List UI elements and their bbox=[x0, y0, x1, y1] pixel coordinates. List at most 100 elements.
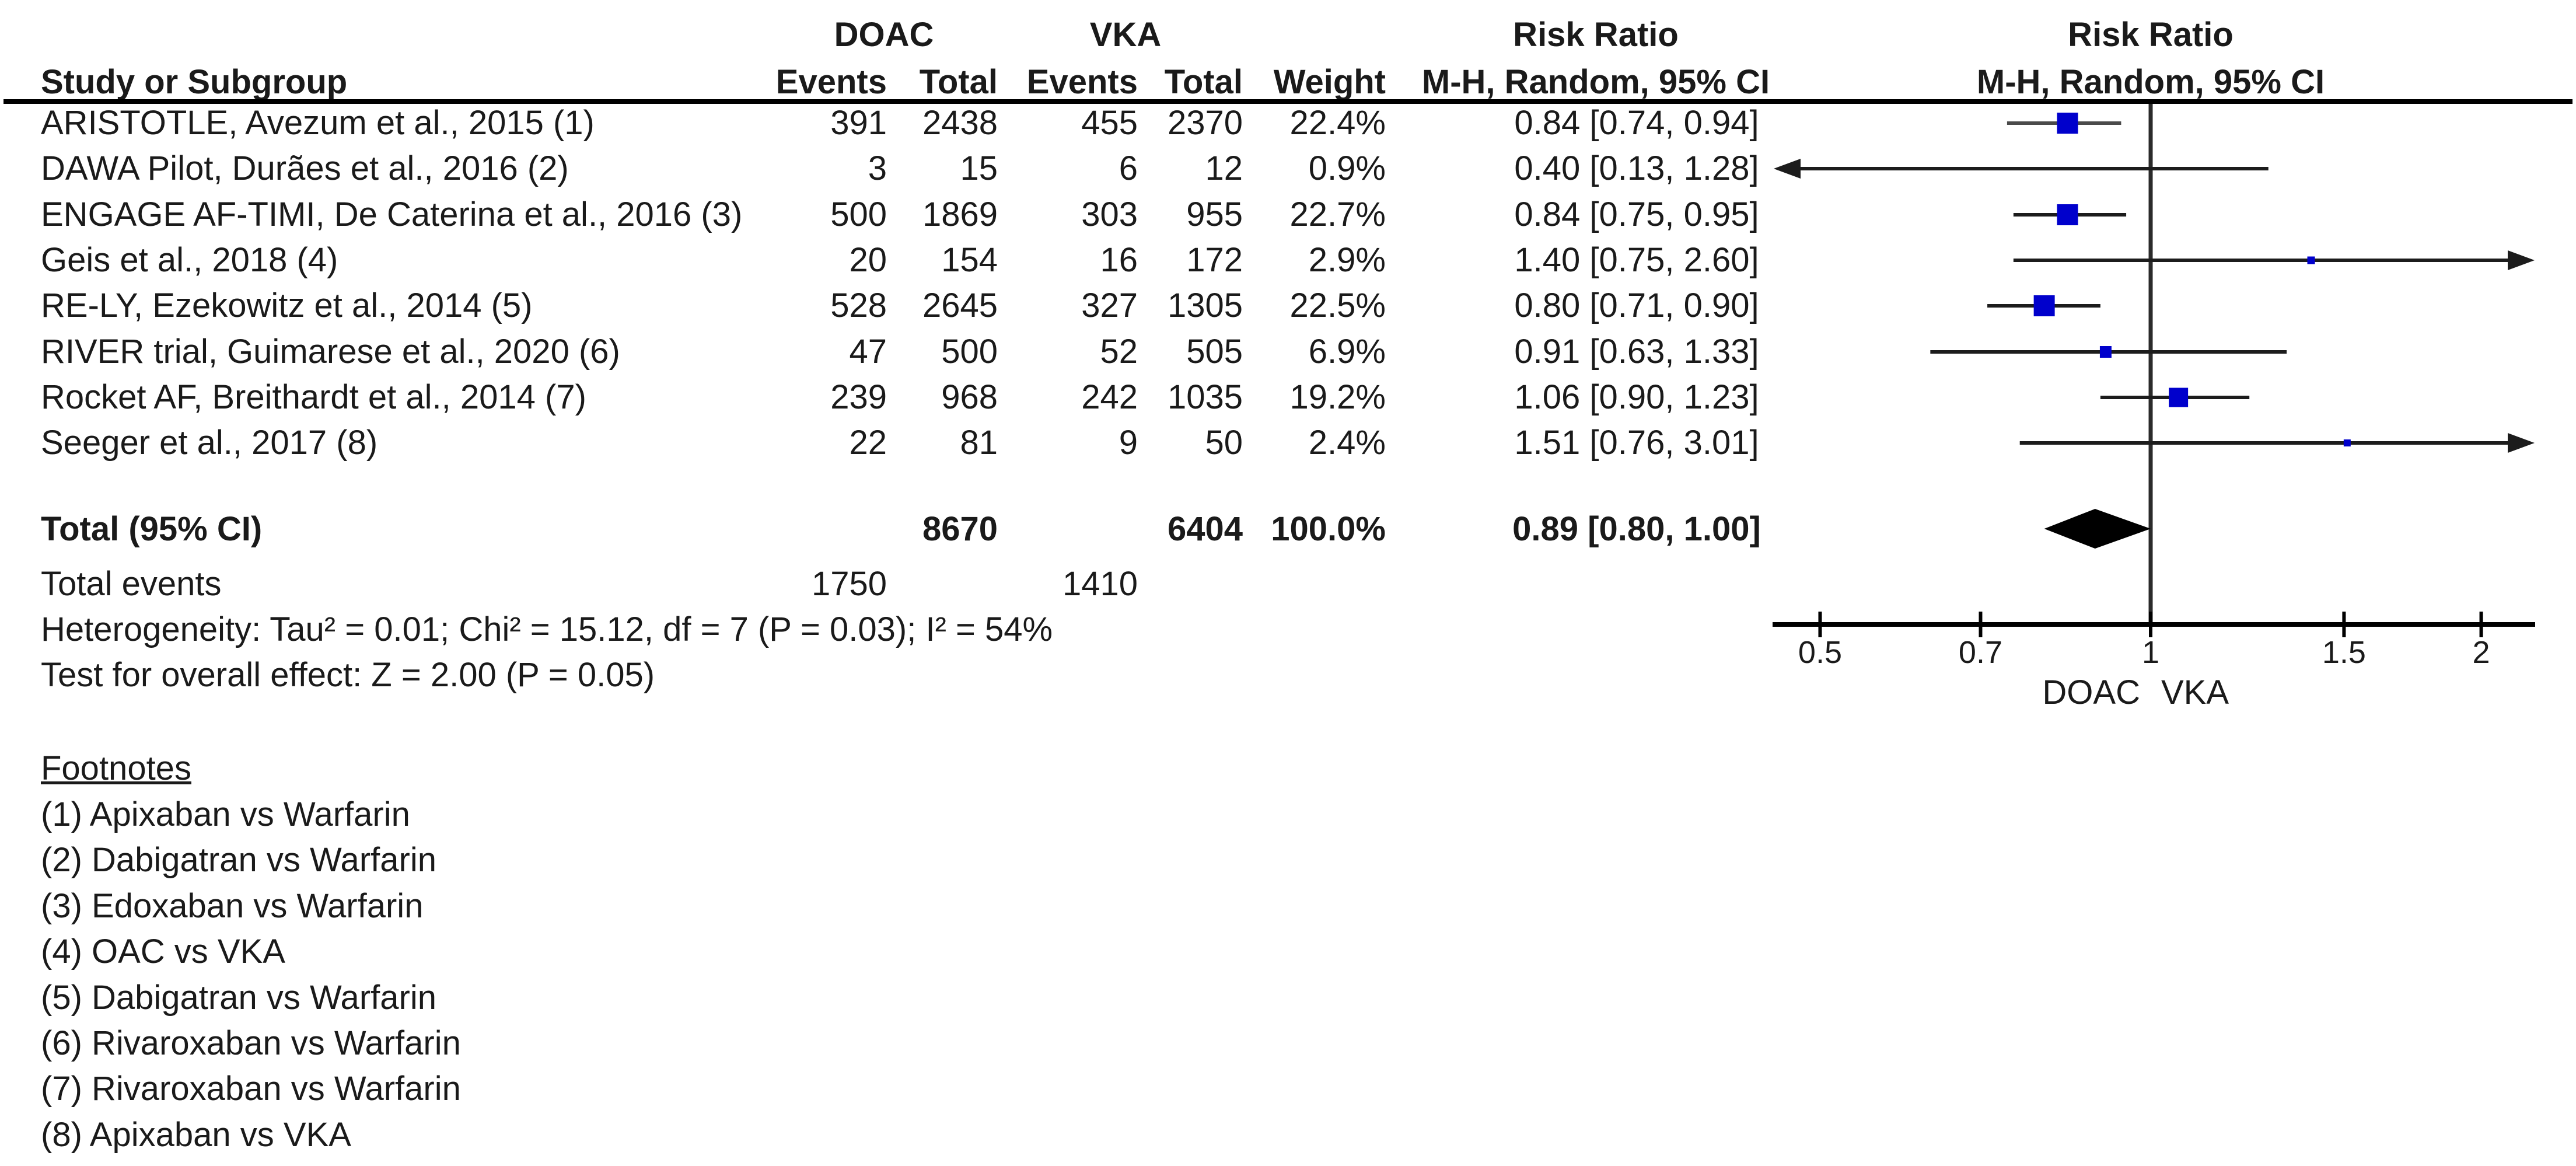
doac-events: 20 bbox=[849, 241, 887, 279]
vka-events: 327 bbox=[1081, 287, 1138, 324]
vka-total: 955 bbox=[1186, 196, 1243, 233]
vka-events: 242 bbox=[1081, 378, 1138, 416]
axis-tick-label: 0.5 bbox=[1798, 635, 1842, 670]
vka-events: 52 bbox=[1100, 333, 1138, 371]
axis-tick-label: 1.5 bbox=[2322, 635, 2366, 670]
footnote-item: (2) Dabigatran vs Warfarin bbox=[41, 841, 436, 879]
study-name: RE-LY, Ezekowitz et al., 2014 (5) bbox=[41, 287, 533, 324]
risk-ratio-header-right: Risk Ratio bbox=[2068, 16, 2234, 54]
study-name: Rocket AF, Breithardt et al., 2014 (7) bbox=[41, 378, 586, 416]
total-vka-n: 6404 bbox=[1167, 510, 1243, 548]
doac-events: 391 bbox=[830, 104, 887, 142]
footnote-item: (1) Apixaban vs Warfarin bbox=[41, 795, 410, 833]
study-ci-text: 0.84 [0.75, 0.95] bbox=[1514, 196, 1759, 233]
doac-total: 2438 bbox=[922, 104, 998, 142]
column-group-doac: DOAC bbox=[834, 16, 934, 54]
footnote-item: (4) OAC vs VKA bbox=[41, 933, 285, 970]
ci-arrow-right bbox=[2508, 250, 2535, 270]
study-name: ARISTOTLE, Avezum et al., 2015 (1) bbox=[41, 104, 595, 142]
total-doac-n: 8670 bbox=[922, 510, 998, 548]
ci-arrow-right bbox=[2508, 433, 2535, 453]
total-events-doac: 1750 bbox=[811, 565, 887, 603]
footnote-item: (3) Edoxaban vs Warfarin bbox=[41, 887, 424, 925]
effect-square bbox=[2057, 113, 2078, 134]
vka-total: 1305 bbox=[1167, 287, 1243, 324]
heterogeneity-line: Heterogeneity: Tau² = 0.01; Chi² = 15.12… bbox=[41, 610, 1053, 648]
method-ci-header-right: M-H, Random, 95% CI bbox=[1976, 63, 2325, 101]
effect-square bbox=[2057, 204, 2078, 225]
doac-total-header: Total bbox=[919, 63, 998, 101]
effect-square bbox=[2099, 346, 2112, 358]
total-ci-text: 0.89 [0.80, 1.00] bbox=[1512, 510, 1761, 548]
study-weight: 22.5% bbox=[1289, 287, 1386, 324]
effect-square bbox=[2343, 439, 2351, 446]
vka-total: 12 bbox=[1205, 149, 1243, 187]
doac-events: 528 bbox=[830, 287, 887, 324]
study-name: DAWA Pilot, Durães et al., 2016 (2) bbox=[41, 149, 569, 187]
favors-doac-label: DOAC bbox=[2042, 673, 2140, 711]
doac-total: 1869 bbox=[922, 196, 998, 233]
vka-events: 9 bbox=[1119, 424, 1138, 462]
study-ci-text: 1.06 [0.90, 1.23] bbox=[1514, 378, 1759, 416]
study-weight: 0.9% bbox=[1308, 149, 1386, 187]
axis-tick-label: 1 bbox=[2141, 635, 2160, 670]
footnote-item: (5) Dabigatran vs Warfarin bbox=[41, 979, 436, 1017]
study-weight: 2.4% bbox=[1308, 424, 1386, 462]
effect-square bbox=[2169, 387, 2189, 407]
study-weight: 2.9% bbox=[1308, 241, 1386, 279]
study-name: RIVER trial, Guimarese et al., 2020 (6) bbox=[41, 333, 620, 371]
study-weight: 22.4% bbox=[1289, 104, 1386, 142]
footnote-item: (7) Rivaroxaban vs Warfarin bbox=[41, 1070, 461, 1108]
risk-ratio-header-left: Risk Ratio bbox=[1513, 16, 1679, 54]
vka-events: 303 bbox=[1081, 196, 1138, 233]
study-weight: 22.7% bbox=[1289, 196, 1386, 233]
study-ci-text: 1.51 [0.76, 3.01] bbox=[1514, 424, 1759, 462]
doac-events: 3 bbox=[868, 149, 887, 187]
effect-square bbox=[2033, 295, 2055, 316]
doac-total: 500 bbox=[941, 333, 998, 371]
study-ci-text: 0.91 [0.63, 1.33] bbox=[1514, 333, 1759, 371]
column-group-vka: VKA bbox=[1089, 16, 1162, 54]
study-column-header: Study or Subgroup bbox=[41, 63, 348, 101]
vka-total: 172 bbox=[1186, 241, 1243, 279]
study-weight: 19.2% bbox=[1289, 378, 1386, 416]
study-ci-text: 0.84 [0.74, 0.94] bbox=[1514, 104, 1759, 142]
study-ci-text: 1.40 [0.75, 2.60] bbox=[1514, 241, 1759, 279]
doac-events: 47 bbox=[849, 333, 887, 371]
total-label: Total (95% CI) bbox=[41, 510, 263, 548]
study-weight: 6.9% bbox=[1308, 333, 1386, 371]
ci-arrow-left bbox=[1774, 159, 1801, 179]
vka-total-header: Total bbox=[1164, 63, 1243, 101]
doac-total: 154 bbox=[941, 241, 998, 279]
vka-total: 1035 bbox=[1167, 378, 1243, 416]
doac-total: 15 bbox=[960, 149, 998, 187]
axis-tick-label: 2 bbox=[2472, 635, 2490, 670]
vka-total: 50 bbox=[1205, 424, 1243, 462]
vka-total: 2370 bbox=[1167, 104, 1243, 142]
vka-events: 455 bbox=[1081, 104, 1138, 142]
header-rule bbox=[4, 99, 2572, 104]
footnote-item: (8) Apixaban vs VKA bbox=[41, 1116, 351, 1154]
method-ci-header-left: M-H, Random, 95% CI bbox=[1421, 63, 1770, 101]
effect-square bbox=[2307, 256, 2315, 264]
study-ci-text: 0.40 [0.13, 1.28] bbox=[1514, 149, 1759, 187]
doac-events: 22 bbox=[849, 424, 887, 462]
vka-total: 505 bbox=[1186, 333, 1243, 371]
pooled-diamond bbox=[2044, 509, 2151, 549]
study-name: Geis et al., 2018 (4) bbox=[41, 241, 338, 279]
study-ci-text: 0.80 [0.71, 0.90] bbox=[1514, 287, 1759, 324]
axis-tick-label: 0.7 bbox=[1958, 635, 2003, 670]
total-weight: 100.0% bbox=[1271, 510, 1386, 548]
vka-events-header: Events bbox=[1026, 63, 1138, 101]
weight-header: Weight bbox=[1273, 63, 1386, 101]
vka-events: 16 bbox=[1100, 241, 1138, 279]
footnotes-title: Footnotes bbox=[41, 749, 191, 787]
total-events-vka: 1410 bbox=[1062, 565, 1138, 603]
doac-events-header: Events bbox=[775, 63, 887, 101]
study-name: ENGAGE AF-TIMI, De Caterina et al., 2016… bbox=[41, 196, 743, 233]
footnote-item: (6) Rivaroxaban vs Warfarin bbox=[41, 1024, 461, 1062]
total-events-label: Total events bbox=[41, 565, 222, 603]
doac-total: 2645 bbox=[922, 287, 998, 324]
vka-events: 6 bbox=[1119, 149, 1138, 187]
